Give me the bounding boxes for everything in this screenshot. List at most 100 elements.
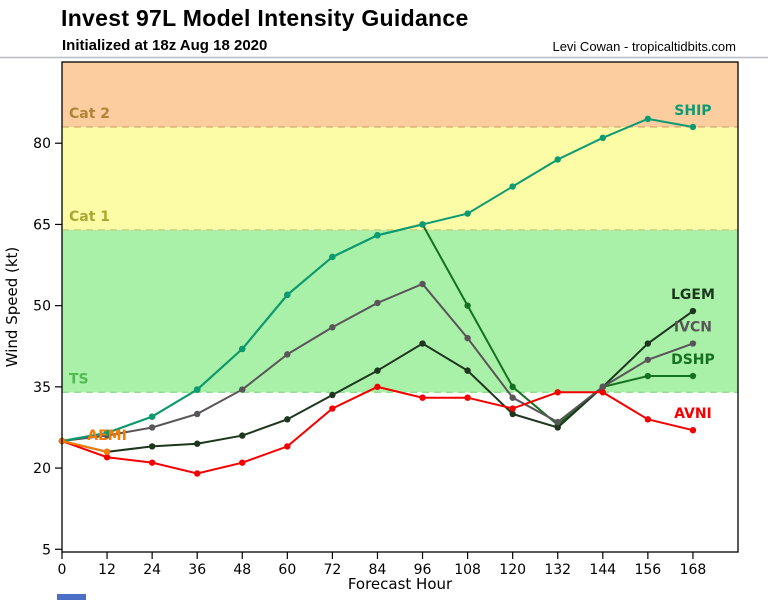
threshold-label-cat-2: Cat 2 (69, 106, 110, 122)
data-point-avni (599, 389, 606, 396)
data-point-ship (284, 291, 291, 299)
x-tick-label: 168 (680, 562, 707, 578)
threshold-label-ts: TS (69, 371, 89, 387)
data-point-aemi (103, 448, 111, 456)
data-point-avni (284, 443, 291, 450)
plot-frame (61, 61, 739, 553)
data-point-ship (509, 183, 516, 190)
data-point-ivcn (554, 418, 561, 426)
x-tick-label: 60 (278, 562, 296, 578)
data-point-dshp (689, 372, 697, 380)
x-tick-label: 24 (143, 562, 161, 578)
x-tick-label: 12 (98, 562, 116, 578)
data-point-ivcn (464, 334, 471, 342)
x-tick-label: 96 (414, 562, 432, 578)
series-line-aemi (61, 440, 108, 453)
model-lines: DSHP LGEM IVCN SHIP AVNI AEMI (58, 103, 715, 477)
data-point-ivcn (599, 383, 606, 391)
data-point-ship (554, 156, 561, 163)
data-point-ship (329, 253, 336, 261)
category-bands: TS Cat 1 Cat 2 (62, 62, 738, 393)
data-point-lgem (464, 367, 471, 374)
x-tick-label: 48 (233, 562, 251, 578)
data-point-ivcn (284, 351, 291, 358)
data-point-ivcn (239, 386, 246, 393)
series-line-avni (61, 385, 694, 475)
data-point-lgem (194, 440, 201, 447)
x-tick-label: 36 (188, 562, 206, 578)
data-point-avni (239, 459, 246, 466)
series-label-aemi: AEMI (87, 428, 127, 444)
data-point-avni (554, 389, 561, 396)
data-point-avni (103, 454, 111, 461)
data-point-ship (374, 232, 381, 239)
series-label-ivcn: IVCN (674, 320, 712, 336)
data-point-ship (464, 210, 471, 217)
series-label-dshp: DSHP (671, 352, 715, 368)
data-point-dshp (509, 383, 516, 391)
data-point-ivcn (374, 299, 381, 307)
series-label-ship: SHIP (674, 103, 711, 119)
x-tick-label: 132 (544, 562, 571, 578)
data-point-avni (689, 426, 697, 434)
band-ts (62, 229, 738, 393)
y-tick-label: 80 (33, 136, 51, 152)
y-tick-label: 5 (42, 542, 51, 558)
data-point-lgem (284, 416, 291, 423)
logo-fragment (57, 594, 86, 600)
x-tick-label: 0 (58, 562, 67, 578)
data-point-ivcn (148, 424, 156, 431)
x-tick-label: 144 (589, 562, 616, 578)
data-point-avni (329, 405, 336, 412)
data-point-lgem (509, 410, 516, 418)
page-title: Invest 97L Model Intensity Guidance (61, 5, 469, 31)
data-point-ship (148, 413, 156, 420)
y-tick-label: 50 (33, 299, 51, 315)
credit-text: Levi Cowan - tropicaltidbits.com (552, 39, 736, 54)
data-point-ivcn (194, 410, 201, 418)
data-point-avni (148, 459, 156, 466)
data-point-lgem (329, 391, 336, 399)
x-tick-label: 108 (454, 562, 481, 578)
data-point-ship (599, 134, 606, 142)
data-point-ship (103, 429, 111, 437)
data-point-lgem (374, 367, 381, 374)
data-point-lgem (148, 443, 156, 450)
data-point-ship (239, 345, 246, 353)
data-point-ship (689, 123, 697, 131)
x-tick-label: 72 (323, 562, 341, 578)
data-point-avni (509, 405, 516, 412)
data-point-ivcn (329, 324, 336, 331)
series-label-avni: AVNI (674, 406, 712, 422)
data-point-ivcn (689, 340, 697, 347)
x-axis-label: Forecast Hour (348, 575, 453, 593)
data-point-ship (419, 221, 426, 228)
y-tick-label: 35 (33, 380, 51, 396)
band-cat-1 (62, 126, 738, 230)
data-point-lgem (689, 307, 697, 315)
data-point-dshp (464, 302, 471, 309)
data-point-dshp (644, 372, 652, 380)
x-tick-label: 84 (369, 562, 387, 578)
threshold-label-cat-1: Cat 1 (69, 209, 110, 225)
data-point-avni (464, 394, 471, 401)
data-point-lgem (419, 340, 426, 347)
y-tick-label: 20 (33, 461, 51, 477)
data-point-lgem (554, 424, 561, 431)
data-point-avni (374, 383, 381, 391)
data-point-lgem (239, 432, 246, 439)
data-point-avni (194, 470, 201, 477)
band-cat-2 (62, 62, 738, 127)
data-point-lgem (644, 340, 652, 347)
y-tick-label: 65 (33, 217, 51, 233)
axes-ticks: 5 20 35 50 65 80 0 12 24 36 48 60 72 84 96 108 120 132 144… (33, 136, 706, 578)
data-point-ivcn (644, 356, 652, 363)
data-point-ship (644, 115, 652, 123)
x-tick-label: 120 (499, 562, 526, 578)
data-point-ivcn (509, 394, 516, 401)
data-point-ivcn (419, 280, 426, 288)
data-point-ship (194, 386, 201, 393)
data-point-avni (644, 416, 652, 423)
data-point-avni (419, 394, 426, 401)
